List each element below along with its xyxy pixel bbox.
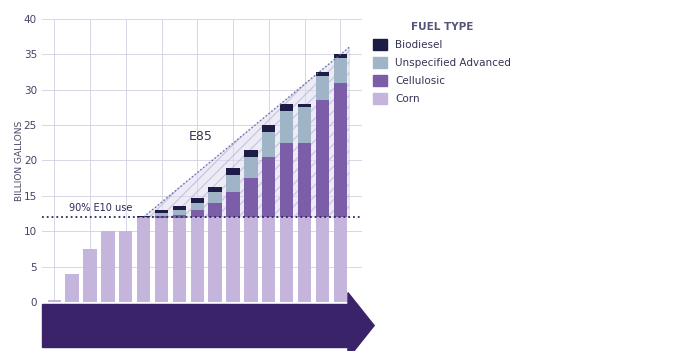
Bar <box>48 300 61 302</box>
FancyArrow shape <box>348 293 374 351</box>
Bar <box>208 187 222 192</box>
Bar <box>66 273 79 302</box>
Bar <box>208 203 222 217</box>
Polygon shape <box>144 47 349 217</box>
Bar <box>172 210 186 215</box>
Bar <box>119 231 132 302</box>
Bar <box>190 198 204 203</box>
Bar <box>316 75 329 100</box>
Bar <box>208 192 222 203</box>
Bar <box>244 217 257 302</box>
Bar <box>137 217 150 218</box>
Bar <box>262 217 275 302</box>
Bar <box>298 143 311 217</box>
Bar <box>101 231 115 302</box>
Legend: Biodiesel, Unspecified Advanced, Cellulosic, Corn: Biodiesel, Unspecified Advanced, Cellulo… <box>370 19 514 107</box>
Bar <box>172 215 186 218</box>
Bar <box>226 167 239 174</box>
Bar <box>190 203 204 210</box>
Bar <box>226 217 239 302</box>
Bar <box>226 174 239 192</box>
Bar <box>172 206 186 210</box>
Bar <box>280 111 293 143</box>
Bar <box>298 107 311 143</box>
Bar <box>280 104 293 111</box>
Bar <box>172 218 186 302</box>
Bar <box>262 132 275 157</box>
Bar <box>42 304 348 347</box>
Bar <box>155 218 168 302</box>
Bar <box>280 143 293 217</box>
Bar <box>333 217 347 302</box>
Bar <box>155 213 168 216</box>
Bar <box>280 217 293 302</box>
Bar <box>190 210 204 217</box>
Bar <box>208 217 222 302</box>
Bar <box>262 125 275 132</box>
Bar <box>298 104 311 107</box>
Bar <box>190 217 204 302</box>
Bar <box>226 192 239 217</box>
Text: 90% E10 use: 90% E10 use <box>68 203 132 213</box>
Bar <box>137 218 150 302</box>
Bar <box>244 178 257 217</box>
Bar <box>333 58 347 82</box>
Bar <box>333 82 347 217</box>
Bar <box>316 217 329 302</box>
Bar <box>262 157 275 217</box>
Bar <box>333 54 347 58</box>
Bar <box>155 216 168 218</box>
Y-axis label: BILLION GALLONS: BILLION GALLONS <box>15 120 24 200</box>
Text: E85: E85 <box>188 130 213 143</box>
Bar <box>316 72 329 75</box>
Bar <box>298 217 311 302</box>
Bar <box>83 249 97 302</box>
Bar <box>155 210 168 213</box>
Bar <box>137 216 150 217</box>
Bar <box>316 100 329 217</box>
Bar <box>244 157 257 178</box>
Bar <box>244 150 257 157</box>
